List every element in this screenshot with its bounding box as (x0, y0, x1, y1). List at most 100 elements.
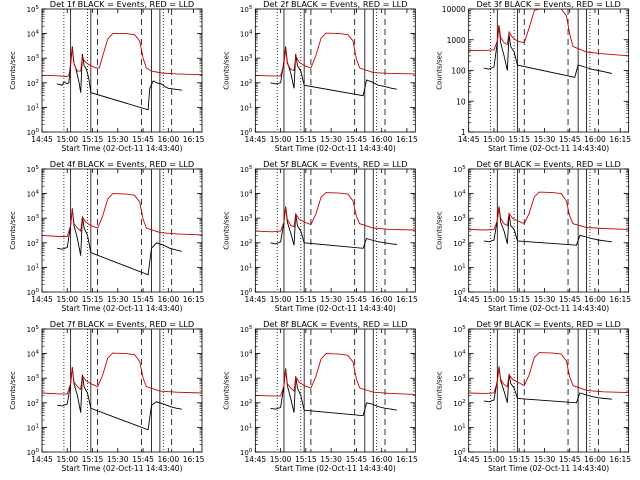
x-tick-label: 15:00 (270, 135, 292, 144)
y-tick-label: 104 (27, 30, 40, 39)
x-tick-label: 16:15 (396, 135, 418, 144)
x-tick-label: 15:15 (508, 455, 530, 464)
x-axis-label: Start Time (02-Oct-11 14:43:40) (275, 304, 396, 313)
y-tick-label: 10000 (442, 5, 466, 14)
x-axis-label: Start Time (02-Oct-11 14:43:40) (275, 464, 396, 473)
y-axis-label: Counts/sec (436, 51, 444, 90)
y-axis-label: Counts/sec (222, 51, 230, 90)
y-tick-label: 103 (27, 214, 40, 223)
x-tick-label: 15:45 (346, 455, 368, 464)
x-axis-label: Start Time (02-Oct-11 14:43:40) (61, 464, 182, 473)
x-tick-label: 15:00 (270, 455, 292, 464)
chart-title: Det 6f BLACK = Events, RED = LLD (476, 159, 620, 169)
y-tick-label: 101 (27, 103, 39, 112)
y-tick-label: 100 (453, 288, 466, 297)
x-tick-label: 16:00 (584, 455, 606, 464)
x-tick-label: 15:30 (320, 455, 342, 464)
plot-frame (468, 8, 630, 133)
lld-rate-line (255, 353, 416, 397)
y-tick-label: 104 (453, 350, 466, 359)
events-rate-line (483, 206, 612, 246)
x-tick-label: 16:15 (396, 455, 418, 464)
y-axis-label: Counts/sec (436, 211, 444, 250)
series-group (468, 9, 629, 78)
y-tick-label: 104 (453, 190, 466, 199)
x-tick-label: 15:00 (483, 135, 505, 144)
x-tick-label: 16:00 (158, 455, 180, 464)
series-group (255, 353, 416, 417)
x-tick-label: 16:00 (371, 455, 393, 464)
y-tick-label: 105 (453, 165, 466, 174)
x-tick-label: 15:45 (346, 135, 368, 144)
x-tick-label: 15:30 (107, 295, 129, 304)
x-tick-label: 15:15 (508, 135, 530, 144)
x-tick-label: 15:00 (483, 455, 505, 464)
plot-frame (41, 328, 203, 453)
x-tick-label: 15:15 (82, 135, 104, 144)
y-tick-label: 10 (456, 97, 466, 106)
chart-title: Det 1f BLACK = Events, RED = LLD (50, 0, 194, 9)
y-tick-label: 101 (27, 263, 39, 272)
y-tick-label: 101 (240, 103, 252, 112)
marker-lines (276, 9, 386, 132)
x-tick-label: 15:30 (534, 295, 556, 304)
series-group (42, 193, 202, 276)
y-axis-label: Counts/sec (436, 371, 444, 410)
x-tick-label: 16:15 (609, 455, 631, 464)
x-tick-label: 14:45 (458, 455, 480, 464)
y-tick-label: 105 (27, 5, 40, 14)
events-rate-line (270, 46, 397, 97)
y-tick-label: 100 (451, 67, 466, 76)
y-axis-label: Counts/sec (9, 51, 17, 90)
y-tick-label: 100 (27, 448, 40, 457)
x-tick-label: 16:15 (609, 135, 631, 144)
series-group (42, 352, 202, 431)
y-axis-label: Counts/sec (222, 371, 230, 410)
y-tick-label: 102 (27, 79, 39, 88)
x-tick-label: 16:00 (158, 295, 180, 304)
x-tick-label: 15:30 (107, 135, 129, 144)
x-tick-label: 15:15 (295, 295, 317, 304)
y-tick-label: 101 (240, 423, 252, 432)
y-tick-label: 100 (27, 288, 40, 297)
y-tick-label: 102 (240, 79, 252, 88)
lld-rate-line (255, 192, 416, 233)
x-axis-label: Start Time (02-Oct-11 14:43:40) (488, 304, 609, 313)
x-axis-label: Start Time (02-Oct-11 14:43:40) (61, 144, 182, 153)
marker-lines (490, 9, 599, 132)
lld-rate-line (42, 193, 202, 237)
lld-rate-line (468, 9, 629, 57)
lld-rate-line (468, 352, 629, 394)
y-tick-label: 1 (461, 128, 466, 137)
x-tick-label: 16:15 (609, 295, 631, 304)
x-tick-label: 14:45 (458, 135, 480, 144)
y-tick-label: 100 (453, 448, 466, 457)
marker-lines (490, 329, 599, 452)
y-tick-label: 102 (453, 399, 465, 408)
series-group (42, 33, 202, 111)
events-rate-line (483, 366, 612, 404)
chart-title: Det 7f BLACK = Events, RED = LLD (50, 319, 194, 329)
marker-lines (63, 9, 173, 132)
x-tick-label: 15:00 (56, 135, 78, 144)
x-axis-label: Start Time (02-Oct-11 14:43:40) (275, 144, 396, 153)
chart-title: Det 9f BLACK = Events, RED = LLD (476, 319, 620, 329)
x-tick-label: 15:00 (270, 295, 292, 304)
y-tick-label: 103 (27, 54, 40, 63)
x-tick-label: 15:45 (132, 295, 154, 304)
series-group (468, 352, 629, 404)
y-tick-label: 101 (240, 263, 252, 272)
plot-frame (468, 168, 630, 293)
x-tick-label: 15:15 (82, 455, 104, 464)
x-tick-label: 15:45 (559, 135, 581, 144)
y-tick-label: 100 (240, 288, 253, 297)
x-axis-label: Start Time (02-Oct-11 14:43:40) (488, 464, 609, 473)
y-tick-label: 101 (27, 423, 39, 432)
x-tick-label: 16:00 (584, 295, 606, 304)
y-tick-label: 104 (240, 30, 253, 39)
y-tick-label: 100 (240, 128, 253, 137)
